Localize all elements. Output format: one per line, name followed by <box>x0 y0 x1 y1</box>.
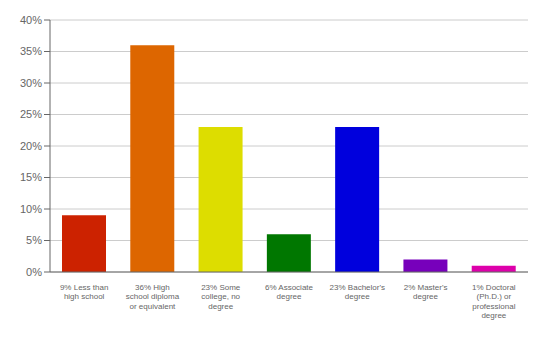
svg-text:20%: 20% <box>20 140 42 152</box>
svg-text:23% Somecollege, nodegree: 23% Somecollege, nodegree <box>201 283 241 311</box>
svg-text:6% Associatedegree: 6% Associatedegree <box>265 283 314 302</box>
svg-text:35%: 35% <box>20 45 42 57</box>
svg-text:30%: 30% <box>20 77 42 89</box>
svg-text:25%: 25% <box>20 108 42 120</box>
svg-text:2% Master'sdegree: 2% Master'sdegree <box>404 283 448 302</box>
svg-text:10%: 10% <box>20 203 42 215</box>
svg-text:1% Doctoral(Ph.D.) orprofessio: 1% Doctoral(Ph.D.) orprofessionaldegree <box>472 283 516 321</box>
svg-text:5%: 5% <box>26 234 42 246</box>
svg-text:15%: 15% <box>20 171 42 183</box>
svg-text:36% Highschool diplomaor equiv: 36% Highschool diplomaor equivalent <box>126 283 180 311</box>
svg-text:40%: 40% <box>20 14 42 26</box>
svg-text:0%: 0% <box>26 266 42 278</box>
svg-text:9% Less thanhigh school: 9% Less thanhigh school <box>60 283 108 302</box>
svg-text:23% Bachelor'sdegree: 23% Bachelor'sdegree <box>330 283 385 302</box>
